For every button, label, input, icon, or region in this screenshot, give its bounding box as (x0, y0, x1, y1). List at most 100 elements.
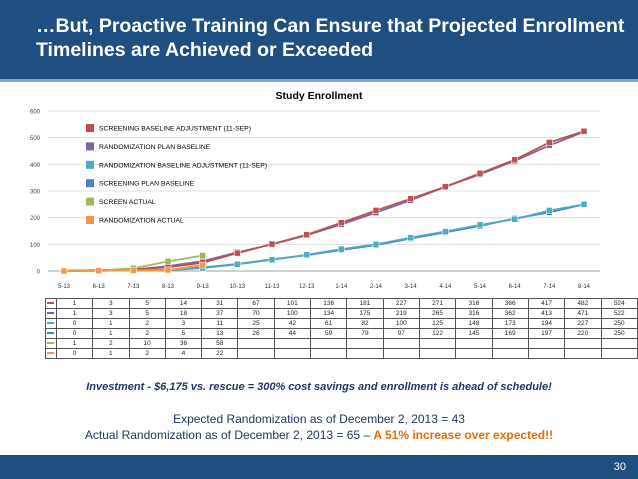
table-cell: 122 (418, 328, 457, 339)
x-tick-label: 6-13 (93, 284, 106, 290)
y-tick-label: 100 (30, 243, 41, 249)
x-tick-label: 1-14 (335, 284, 348, 290)
investment-note: Investment - $6,175 vs. rescue = 300% co… (86, 381, 552, 393)
table-cell (237, 338, 275, 349)
data-point (511, 156, 518, 164)
table-cell: 58 (201, 338, 239, 349)
table-cell: 366 (491, 298, 529, 309)
table-cell: 37 (201, 308, 239, 319)
data-point (407, 234, 414, 241)
table-cell: 417 (527, 298, 566, 309)
table-cell: 82 (346, 318, 384, 329)
table-cell: 5 (128, 308, 166, 319)
legend-label: SCREENING PLAN BASELINE (99, 181, 195, 188)
x-tick-label: 5-13 (58, 284, 71, 290)
x-tick-label: 3-14 (405, 284, 418, 290)
series-key-swatch (47, 302, 55, 305)
table-cell: 413 (527, 308, 566, 319)
data-point (546, 139, 553, 146)
x-tick-label: 4-14 (439, 284, 452, 290)
data-point (268, 256, 276, 264)
table-cell: 227 (382, 298, 420, 309)
x-tick-label: 8-14 (578, 284, 591, 290)
table-row: 0 1 2 4 22 (45, 348, 638, 359)
chart-legend: SCREENING BASELINE ADJUSTMENT (11-SEP) RA… (86, 124, 267, 225)
table-cell: 13 (201, 328, 239, 339)
table-cell: 1 (92, 328, 130, 339)
series-0 (60, 128, 588, 274)
x-tick-label: 9-13 (197, 284, 210, 290)
data-point (234, 249, 241, 257)
series-key-cell (45, 318, 57, 329)
y-tick-label: 400 (30, 163, 41, 169)
series-key-swatch (47, 352, 55, 355)
series-key-swatch (47, 332, 55, 335)
table-cell: 14 (164, 298, 203, 309)
series-line (63, 203, 585, 272)
table-cell (273, 338, 312, 349)
table-row: 0 1 2 3 11 25 42 61 82 100 125 148 173 194 227 250 (45, 318, 638, 329)
table-cell (273, 348, 312, 359)
table-cell: 250 (600, 328, 638, 339)
y-tick-label: 600 (30, 110, 41, 116)
data-point (476, 170, 484, 177)
table-cell: 59 (309, 328, 348, 339)
y-tick-label: 500 (30, 136, 41, 142)
table-cell: 70 (237, 308, 275, 319)
series-key-cell (45, 298, 57, 309)
table-cell: 1 (55, 338, 94, 349)
table-cell: 316 (455, 308, 493, 319)
table-cell (418, 348, 457, 359)
x-tick-label: 7-14 (543, 284, 556, 290)
legend-swatch (86, 216, 94, 224)
y-tick-label: 300 (30, 190, 41, 196)
slide-footer: 30 (0, 455, 638, 479)
table-cell: 3 (164, 318, 203, 329)
header-divider (0, 79, 638, 82)
table-cell: 197 (527, 328, 566, 339)
table-cell: 3 (92, 308, 130, 319)
table-cell: 125 (418, 318, 457, 329)
table-cell: 2 (92, 338, 130, 349)
table-cell: 316 (455, 298, 493, 309)
table-cell: 26 (237, 328, 275, 339)
table-cell: 220 (564, 328, 602, 339)
data-point (476, 221, 484, 229)
x-tick-label: 6-14 (509, 284, 522, 290)
data-point (442, 183, 449, 190)
data-point (303, 231, 310, 238)
table-cell (455, 338, 493, 349)
data-table-container: 1 3 5 14 31 67 101 136 181 227 271 316 366 417 482 524 1… (45, 298, 638, 359)
legend-label: RANDOMIZATION PLAN BASELINE (99, 144, 211, 151)
increase-highlight: A 51% increase over expected!! (373, 428, 554, 442)
table-cell (491, 348, 529, 359)
table-row: 1 2 10 36 58 (45, 338, 638, 349)
legend-label: SCREENING BASELINE ADJUSTMENT (11-SEP) (99, 126, 251, 133)
table-cell: 2 (128, 328, 166, 339)
table-cell (564, 338, 602, 349)
series-key-cell (45, 308, 57, 319)
data-point (546, 207, 553, 214)
x-tick-label: 12-13 (299, 284, 315, 290)
table-cell: 265 (418, 308, 457, 319)
table-cell: 101 (273, 298, 312, 309)
table-row: 1 3 5 14 31 67 101 136 181 227 271 316 366 417 482 524 (45, 298, 638, 309)
table-cell (382, 348, 420, 359)
series-key-cell (45, 348, 57, 359)
y-tick-label: 200 (30, 216, 41, 222)
series-key-swatch (47, 342, 55, 345)
data-point (407, 195, 414, 202)
x-tick-label: 10-13 (230, 284, 246, 290)
data-point (442, 228, 449, 235)
table-cell: 18 (164, 308, 203, 319)
table-cell (309, 348, 348, 359)
table-cell: 2 (128, 348, 166, 359)
table-cell: 227 (564, 318, 602, 329)
series-2 (60, 201, 588, 275)
table-cell: 482 (564, 298, 602, 309)
table-cell: 5 (128, 298, 166, 309)
legend-swatch (86, 179, 94, 188)
series-key-swatch (47, 322, 55, 325)
table-cell: 134 (309, 308, 348, 319)
enrollment-chart: 0 100 200 300 400 500 600 5-13 6-13 7-13 8-13 9-13 1… (30, 90, 600, 290)
